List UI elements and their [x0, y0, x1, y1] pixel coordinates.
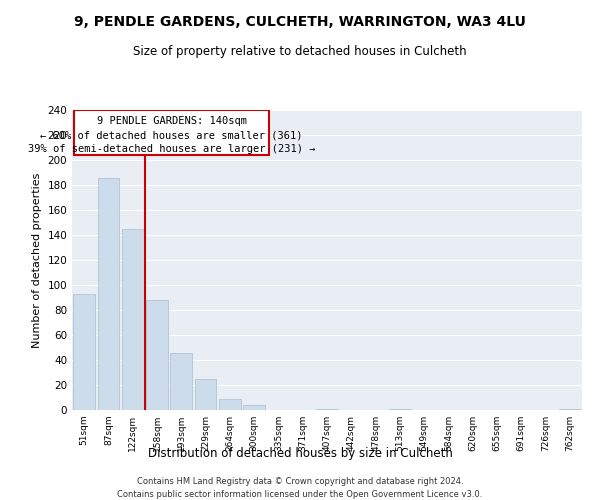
Bar — [146, 300, 168, 410]
Y-axis label: Number of detached properties: Number of detached properties — [32, 172, 42, 348]
Bar — [97, 178, 119, 410]
Text: 9, PENDLE GARDENS, CULCHETH, WARRINGTON, WA3 4LU: 9, PENDLE GARDENS, CULCHETH, WARRINGTON,… — [74, 15, 526, 29]
Bar — [559, 409, 581, 410]
Bar — [194, 379, 217, 410]
Bar — [243, 405, 265, 410]
Text: 39% of semi-detached houses are larger (231) →: 39% of semi-detached houses are larger (… — [28, 144, 316, 154]
Text: ← 60% of detached houses are smaller (361): ← 60% of detached houses are smaller (36… — [40, 130, 303, 140]
Bar — [73, 294, 95, 410]
Bar — [122, 229, 143, 410]
Bar — [170, 352, 192, 410]
Bar — [316, 409, 338, 410]
Bar — [389, 409, 411, 410]
Text: Contains public sector information licensed under the Open Government Licence v3: Contains public sector information licen… — [118, 490, 482, 499]
Text: Distribution of detached houses by size in Culcheth: Distribution of detached houses by size … — [148, 448, 452, 460]
Bar — [74, 110, 269, 155]
Text: Size of property relative to detached houses in Culcheth: Size of property relative to detached ho… — [133, 45, 467, 58]
Bar — [219, 399, 241, 410]
Text: 9 PENDLE GARDENS: 140sqm: 9 PENDLE GARDENS: 140sqm — [97, 116, 247, 126]
Text: Contains HM Land Registry data © Crown copyright and database right 2024.: Contains HM Land Registry data © Crown c… — [137, 478, 463, 486]
